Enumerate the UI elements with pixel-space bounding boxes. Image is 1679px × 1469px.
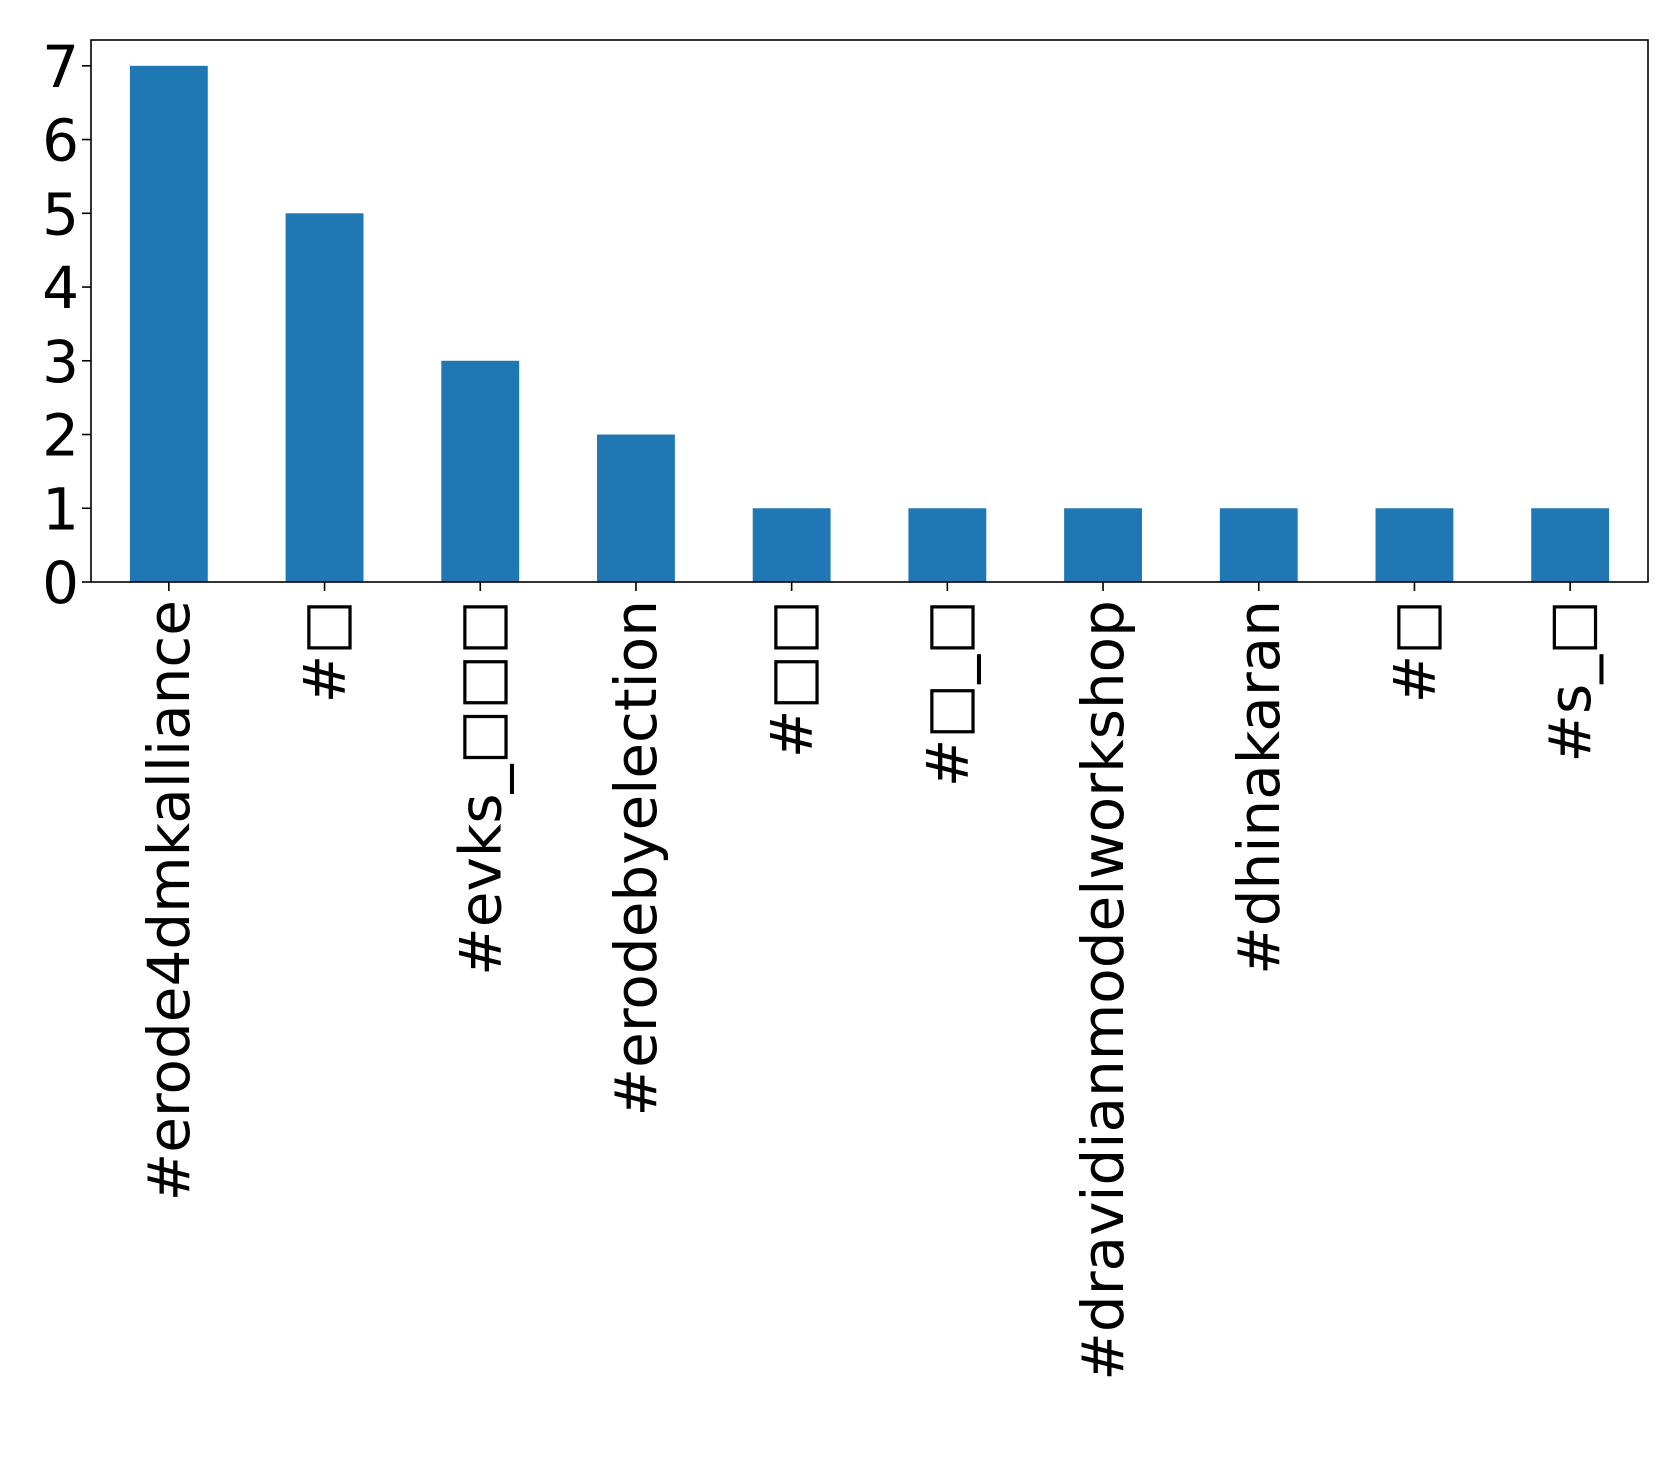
bar-2 [441, 360, 520, 582]
y-tick-label-6: 6 [42, 107, 79, 175]
y-tick-label-3: 3 [42, 328, 79, 396]
bar-0 [129, 65, 208, 583]
y-tick-label-2: 2 [42, 402, 79, 470]
bar-5 [908, 508, 987, 582]
bar-7 [1219, 508, 1298, 582]
bar-8 [1375, 508, 1454, 582]
y-tick-label-7: 7 [42, 33, 79, 101]
x-tick-label-5: #□_□ [913, 600, 981, 787]
y-tick-label-5: 5 [42, 180, 79, 248]
bar-9 [1531, 508, 1610, 582]
x-tick-label-2: #evks_□□□ [446, 600, 514, 976]
y-tick-label-4: 4 [42, 254, 79, 322]
bars-group [129, 65, 1610, 583]
x-tick-label-6: #dravidianmodelworkshop [1069, 600, 1137, 1381]
plot-frame [90, 39, 1649, 583]
x-tick-label-3: #erodebyelection [602, 600, 670, 1116]
x-tick-label-4: #□□ [758, 600, 826, 758]
x-axis: #erode4dmkalliance #□ #evks_□□□ #erodebyele… [135, 582, 1604, 1381]
x-tick-label-0: #erode4dmkalliance [135, 600, 203, 1201]
y-tick-label-0: 0 [42, 549, 79, 617]
x-tick-label-9: #s_□ [1536, 600, 1604, 763]
bar-3 [597, 434, 675, 582]
x-tick-label-7: #dhinakaran [1225, 600, 1293, 975]
y-tick-label-1: 1 [42, 475, 79, 543]
x-tick-label-1: #□ [291, 600, 359, 703]
bar-6 [1064, 508, 1142, 582]
x-tick-label-8: #□ [1380, 600, 1448, 703]
bar-1 [285, 213, 364, 582]
bar-4 [752, 508, 831, 582]
